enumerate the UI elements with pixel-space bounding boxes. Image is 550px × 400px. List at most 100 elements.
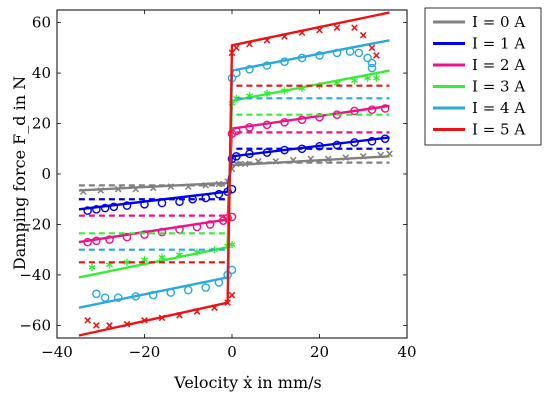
series-4-point-16 (297, 53, 307, 63)
series-4-point-5 (166, 288, 176, 297)
series-5-point-10 (228, 291, 236, 299)
series-2-model-line (78, 104, 390, 244)
series-2-point-8 (205, 220, 215, 229)
series-5-point-21 (368, 44, 376, 52)
series-1-point-2 (100, 203, 110, 213)
series-0-point-13 (254, 158, 262, 165)
series-2-point-0 (83, 237, 92, 247)
series-3-point-13 (263, 89, 271, 97)
series-5-point-7 (193, 308, 201, 315)
series-1-point-14 (232, 152, 241, 161)
series-5-point-2 (106, 322, 113, 329)
series-0-point-18 (342, 154, 350, 161)
series-4-point-7 (201, 283, 211, 292)
series-1-point-5 (140, 199, 149, 209)
series-5-point-15 (281, 33, 288, 40)
series-1 (78, 134, 390, 215)
series-2-point-20 (350, 106, 359, 116)
series-0-point-20 (377, 151, 385, 159)
series-0-point-19 (359, 153, 367, 160)
series-5 (78, 11, 390, 337)
series-4-point-14 (262, 61, 272, 70)
x-tick-label-2: 0 (227, 343, 237, 361)
series-2-point-4 (140, 230, 149, 239)
series-1-point-0 (83, 206, 92, 215)
series-0-point-17 (324, 155, 332, 163)
series-1-point-7 (175, 197, 184, 207)
series-0-point-3 (132, 185, 140, 193)
series-4-point-12 (232, 68, 241, 78)
series-5-point-16 (298, 29, 306, 37)
series-2-point-22 (380, 104, 390, 113)
series-3-point-19 (364, 74, 372, 82)
series-0-point-2 (114, 185, 122, 193)
series-1-point-3 (109, 202, 119, 212)
axes: −40 −20 0 20 40 −60 −40 −20 0 20 40 60 (19, 9, 417, 361)
series-5-point-1 (93, 322, 100, 329)
series-4-point-4 (148, 290, 158, 300)
series-1-point-1 (92, 205, 101, 214)
legend-label-3: I = 3 A (472, 78, 525, 96)
series-2-point-14 (245, 123, 254, 132)
legend-label-2: I = 2 A (472, 56, 525, 74)
series-1-point-10 (214, 189, 224, 199)
series-3 (78, 69, 390, 279)
series-0-point-15 (289, 156, 297, 164)
series-4-point-10 (227, 265, 237, 275)
series-3-point-2 (123, 258, 131, 266)
series-2-point-21 (367, 105, 377, 114)
series-3-point-5 (176, 251, 183, 259)
series-0-point-12 (241, 160, 249, 168)
series-4-point-0 (92, 289, 101, 299)
series-4-point-15 (280, 57, 289, 67)
plot-area (78, 11, 393, 337)
series-2-point-3 (122, 232, 132, 242)
series-3-point-4 (158, 253, 166, 261)
legend: I = 0 A I = 1 A I = 2 A I = 3 A I = 4 A I = 5… (424, 7, 542, 146)
series-2-point-15 (262, 120, 272, 130)
series-5-point-19 (351, 24, 358, 31)
series-5-point-8 (211, 304, 218, 312)
series-1-point-8 (188, 194, 197, 204)
series-2-point-9 (218, 216, 228, 225)
series-4-point-2 (113, 293, 123, 302)
series-3-point-9 (228, 241, 236, 249)
series-3-point-0 (88, 263, 96, 271)
series-5-point-14 (263, 36, 271, 44)
series-1-point-18 (297, 144, 307, 154)
series-1-model-line (78, 136, 390, 211)
y-tick-label-1: −40 (19, 266, 51, 284)
series-4-point-17 (315, 51, 324, 60)
series-0-point-14 (272, 158, 280, 165)
series-2-point-2 (105, 235, 114, 244)
series-4-point-8 (214, 278, 224, 287)
series-3-point-6 (193, 248, 201, 256)
series-5-point-6 (176, 311, 183, 319)
series-0-point-8 (215, 180, 223, 188)
legend-label-5: I = 5 A (472, 121, 525, 139)
series-4-point-20 (354, 48, 364, 58)
series-1-point-22 (367, 136, 377, 146)
series-0-point-1 (97, 187, 105, 194)
y-tick-label-4: 20 (32, 115, 51, 133)
series-1-point-16 (262, 148, 272, 157)
x-tick-label-0: −40 (41, 343, 73, 361)
series-5-model-line (78, 11, 390, 337)
series-2-point-7 (192, 222, 202, 232)
series-5-point-13 (246, 40, 253, 48)
series-5-point-22 (373, 52, 380, 59)
series-1-point-4 (122, 201, 132, 210)
series-0-point-4 (149, 184, 157, 192)
series-0-point-16 (307, 155, 315, 163)
series-5-point-18 (333, 24, 341, 31)
series-3-point-18 (351, 77, 358, 85)
series-4-point-23 (367, 63, 377, 73)
series-3-point-20 (372, 74, 380, 82)
series-2-point-5 (157, 227, 167, 237)
series-0-point-0 (79, 188, 87, 195)
series-1-point-17 (280, 145, 289, 155)
y-tick-label-3: 0 (41, 165, 51, 183)
series-4-point-21 (363, 53, 372, 63)
series-5-point-11 (228, 49, 236, 57)
